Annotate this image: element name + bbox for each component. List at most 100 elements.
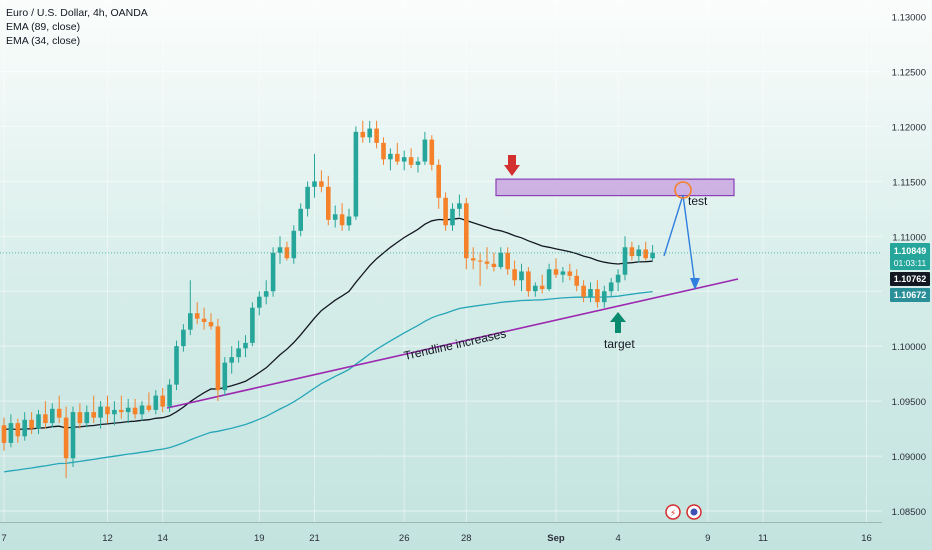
candle-body [353,131,359,217]
candle-body [236,348,241,358]
y-tick-label: 1.09500 [892,397,926,408]
projection-path [663,194,696,286]
candle-body [201,318,207,322]
candle-body [567,271,573,276]
candle-body [484,261,490,264]
candle-body [622,247,628,275]
candle-body [208,321,214,327]
candle-body [602,291,607,303]
y-tick-label: 1.11000 [892,232,926,243]
price-badges: 1.10849 01:03:11 1.10762 1.10672 [0,243,930,302]
lightning-glyph-icon: ⚡ [670,509,676,519]
candle-body [450,208,455,226]
candle-body [546,269,552,290]
candle-body [436,164,441,198]
candle-body [298,208,303,231]
ema-89-value: 1.10672 [894,290,927,300]
y-tick-label: 1.13000 [892,12,926,23]
indicator-ema-34[interactable]: EMA (34, close) [6,35,81,47]
candle-body [526,271,531,292]
candle-body [8,423,14,443]
annotations-above: test target Trendline increases ⚡ [403,155,708,520]
candle-body [464,203,469,259]
candle-body [491,263,497,268]
symbol-title[interactable]: Euro / U.S. Dollar, 4h, OANDA [6,7,148,19]
y-tick-label: 1.12500 [892,67,926,78]
candle-body [119,409,124,413]
candle-body [312,181,317,187]
candle-body [553,269,559,275]
candle-body [112,409,117,415]
candle-body [263,291,269,297]
candle-body [422,139,428,162]
candle-body [160,395,165,407]
chart-legend: Euro / U.S. Dollar, 4h, OANDA EMA (89, c… [6,6,148,48]
x-tick-label: 28 [461,533,472,544]
candle-body [63,417,69,459]
x-tick-label: 19 [254,533,265,544]
ema-34-line [3,217,653,431]
candle-body [98,406,103,418]
event-lightning-icon [665,504,681,520]
candle-body [43,414,48,424]
x-tick-label: 26 [399,533,410,544]
last-price-value: 1.10849 [894,246,927,256]
bar-countdown: 01:03:11 [894,258,927,268]
candle-body [319,181,324,187]
candle-body [560,271,566,275]
candle-body [588,289,593,297]
target-arrow-icon [610,312,626,333]
candle-body [270,252,276,292]
candle-body [1,425,7,443]
candle-body [91,412,96,418]
time-axis: 7 12 14 19 21 26 28 Sep 4 9 11 16 [0,522,882,544]
y-tick-label: 1.08500 [892,507,926,518]
candle-body [291,230,297,259]
candle-body [125,407,131,413]
candle-body [457,203,462,209]
x-tick-label: 12 [102,533,113,544]
ema-34-badge [890,272,930,286]
candle-body [339,214,345,226]
x-tick-label: 7 [1,533,6,544]
ema-lines [3,217,653,473]
candle-body [194,313,200,319]
candle-body [50,408,55,424]
candle-body [388,153,393,160]
candle-body [15,423,21,437]
candle-body [477,260,483,262]
indicator-ema-89[interactable]: EMA (89, close) [6,21,81,33]
candle-body [56,408,62,418]
candle-body [146,405,152,410]
candle-body [277,247,283,253]
y-tick-label: 1.12000 [892,122,926,133]
candle-body [615,274,621,283]
candle-body [243,342,248,349]
x-tick-label: 4 [615,533,620,544]
candle-body [574,275,579,286]
candle-body [512,269,517,281]
candle-body [533,285,538,292]
candle-body [167,384,172,407]
candle-body [215,326,221,391]
sell-arrow-icon [504,155,520,176]
candle-body [408,157,414,165]
target-label: target [604,337,635,351]
candle-body [360,131,366,138]
grid [0,0,882,522]
y-tick-label: 1.10000 [892,342,926,353]
candle-body [181,329,186,347]
last-price-badge [890,243,930,270]
candle-body [105,406,110,415]
x-tick-label: 14 [157,533,168,544]
x-tick-label: 11 [758,533,768,544]
candle-body [629,247,635,257]
candle-body [374,128,379,143]
candle-body [505,252,510,270]
ema-89-line [3,290,653,473]
candle-body [381,142,386,160]
projection-arrowhead-icon [690,278,700,290]
candle-body [29,419,34,429]
